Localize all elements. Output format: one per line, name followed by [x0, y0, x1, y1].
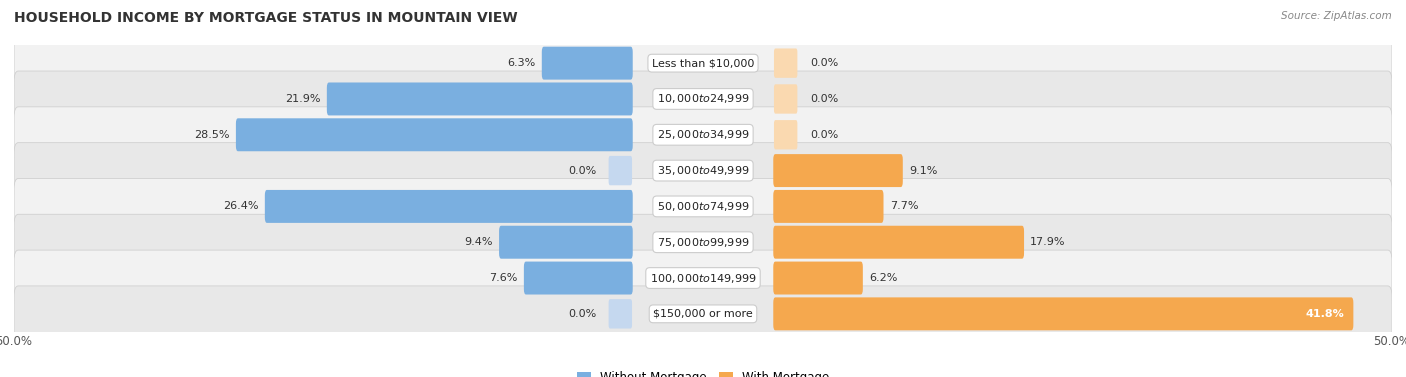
FancyBboxPatch shape: [14, 143, 1392, 199]
Text: 41.8%: 41.8%: [1306, 309, 1344, 319]
FancyBboxPatch shape: [773, 49, 797, 78]
FancyBboxPatch shape: [773, 120, 797, 149]
FancyBboxPatch shape: [14, 250, 1392, 306]
FancyBboxPatch shape: [773, 226, 1024, 259]
FancyBboxPatch shape: [773, 190, 883, 223]
Text: 0.0%: 0.0%: [568, 166, 596, 176]
Text: 6.3%: 6.3%: [508, 58, 536, 68]
Text: $150,000 or more: $150,000 or more: [654, 309, 752, 319]
Text: 7.6%: 7.6%: [489, 273, 517, 283]
FancyBboxPatch shape: [773, 84, 797, 113]
FancyBboxPatch shape: [14, 178, 1392, 234]
FancyBboxPatch shape: [14, 286, 1392, 342]
Text: Less than $10,000: Less than $10,000: [652, 58, 754, 68]
Text: 21.9%: 21.9%: [285, 94, 321, 104]
FancyBboxPatch shape: [541, 47, 633, 80]
FancyBboxPatch shape: [264, 190, 633, 223]
FancyBboxPatch shape: [773, 262, 863, 294]
FancyBboxPatch shape: [326, 83, 633, 115]
Text: 0.0%: 0.0%: [810, 130, 838, 140]
Text: HOUSEHOLD INCOME BY MORTGAGE STATUS IN MOUNTAIN VIEW: HOUSEHOLD INCOME BY MORTGAGE STATUS IN M…: [14, 11, 517, 25]
Legend: Without Mortgage, With Mortgage: Without Mortgage, With Mortgage: [572, 366, 834, 377]
Text: $10,000 to $24,999: $10,000 to $24,999: [657, 92, 749, 106]
Text: 7.7%: 7.7%: [890, 201, 918, 211]
FancyBboxPatch shape: [524, 262, 633, 294]
FancyBboxPatch shape: [609, 156, 633, 185]
Text: 17.9%: 17.9%: [1031, 237, 1066, 247]
FancyBboxPatch shape: [773, 154, 903, 187]
Text: $25,000 to $34,999: $25,000 to $34,999: [657, 128, 749, 141]
Text: 26.4%: 26.4%: [224, 201, 259, 211]
Text: $35,000 to $49,999: $35,000 to $49,999: [657, 164, 749, 177]
Text: 9.4%: 9.4%: [464, 237, 494, 247]
FancyBboxPatch shape: [499, 226, 633, 259]
Text: $75,000 to $99,999: $75,000 to $99,999: [657, 236, 749, 249]
Text: 0.0%: 0.0%: [810, 58, 838, 68]
Text: 0.0%: 0.0%: [568, 309, 596, 319]
FancyBboxPatch shape: [14, 71, 1392, 127]
FancyBboxPatch shape: [14, 107, 1392, 163]
Text: $100,000 to $149,999: $100,000 to $149,999: [650, 271, 756, 285]
Text: 6.2%: 6.2%: [869, 273, 897, 283]
FancyBboxPatch shape: [609, 299, 633, 328]
FancyBboxPatch shape: [14, 35, 1392, 91]
Text: 0.0%: 0.0%: [810, 94, 838, 104]
Text: 9.1%: 9.1%: [910, 166, 938, 176]
FancyBboxPatch shape: [773, 297, 1354, 330]
Text: Source: ZipAtlas.com: Source: ZipAtlas.com: [1281, 11, 1392, 21]
FancyBboxPatch shape: [236, 118, 633, 151]
Text: 28.5%: 28.5%: [194, 130, 229, 140]
Text: $50,000 to $74,999: $50,000 to $74,999: [657, 200, 749, 213]
FancyBboxPatch shape: [14, 214, 1392, 270]
